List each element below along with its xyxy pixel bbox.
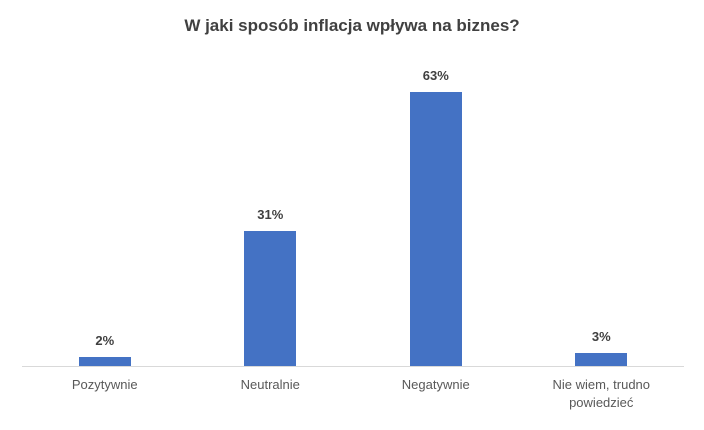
bar: [244, 231, 297, 366]
value-label: 2%: [95, 333, 115, 349]
value-label: 3%: [591, 328, 611, 344]
value-label: 63%: [422, 67, 449, 83]
bar: [575, 352, 628, 366]
x-tick-label: Neutralnie: [240, 377, 300, 392]
chart-title: W jaki sposób inflacja wpływa na biznes?: [184, 16, 520, 35]
x-tick-label: Pozytywnie: [71, 377, 138, 392]
x-axis-line: [22, 366, 684, 367]
x-tick-label: Nie wiem, trudno powiedzieć: [552, 377, 651, 410]
value-label: 31%: [257, 207, 284, 223]
x-tick-label: Negatywnie: [401, 377, 470, 392]
bar: [78, 357, 131, 366]
bar: [409, 91, 462, 366]
